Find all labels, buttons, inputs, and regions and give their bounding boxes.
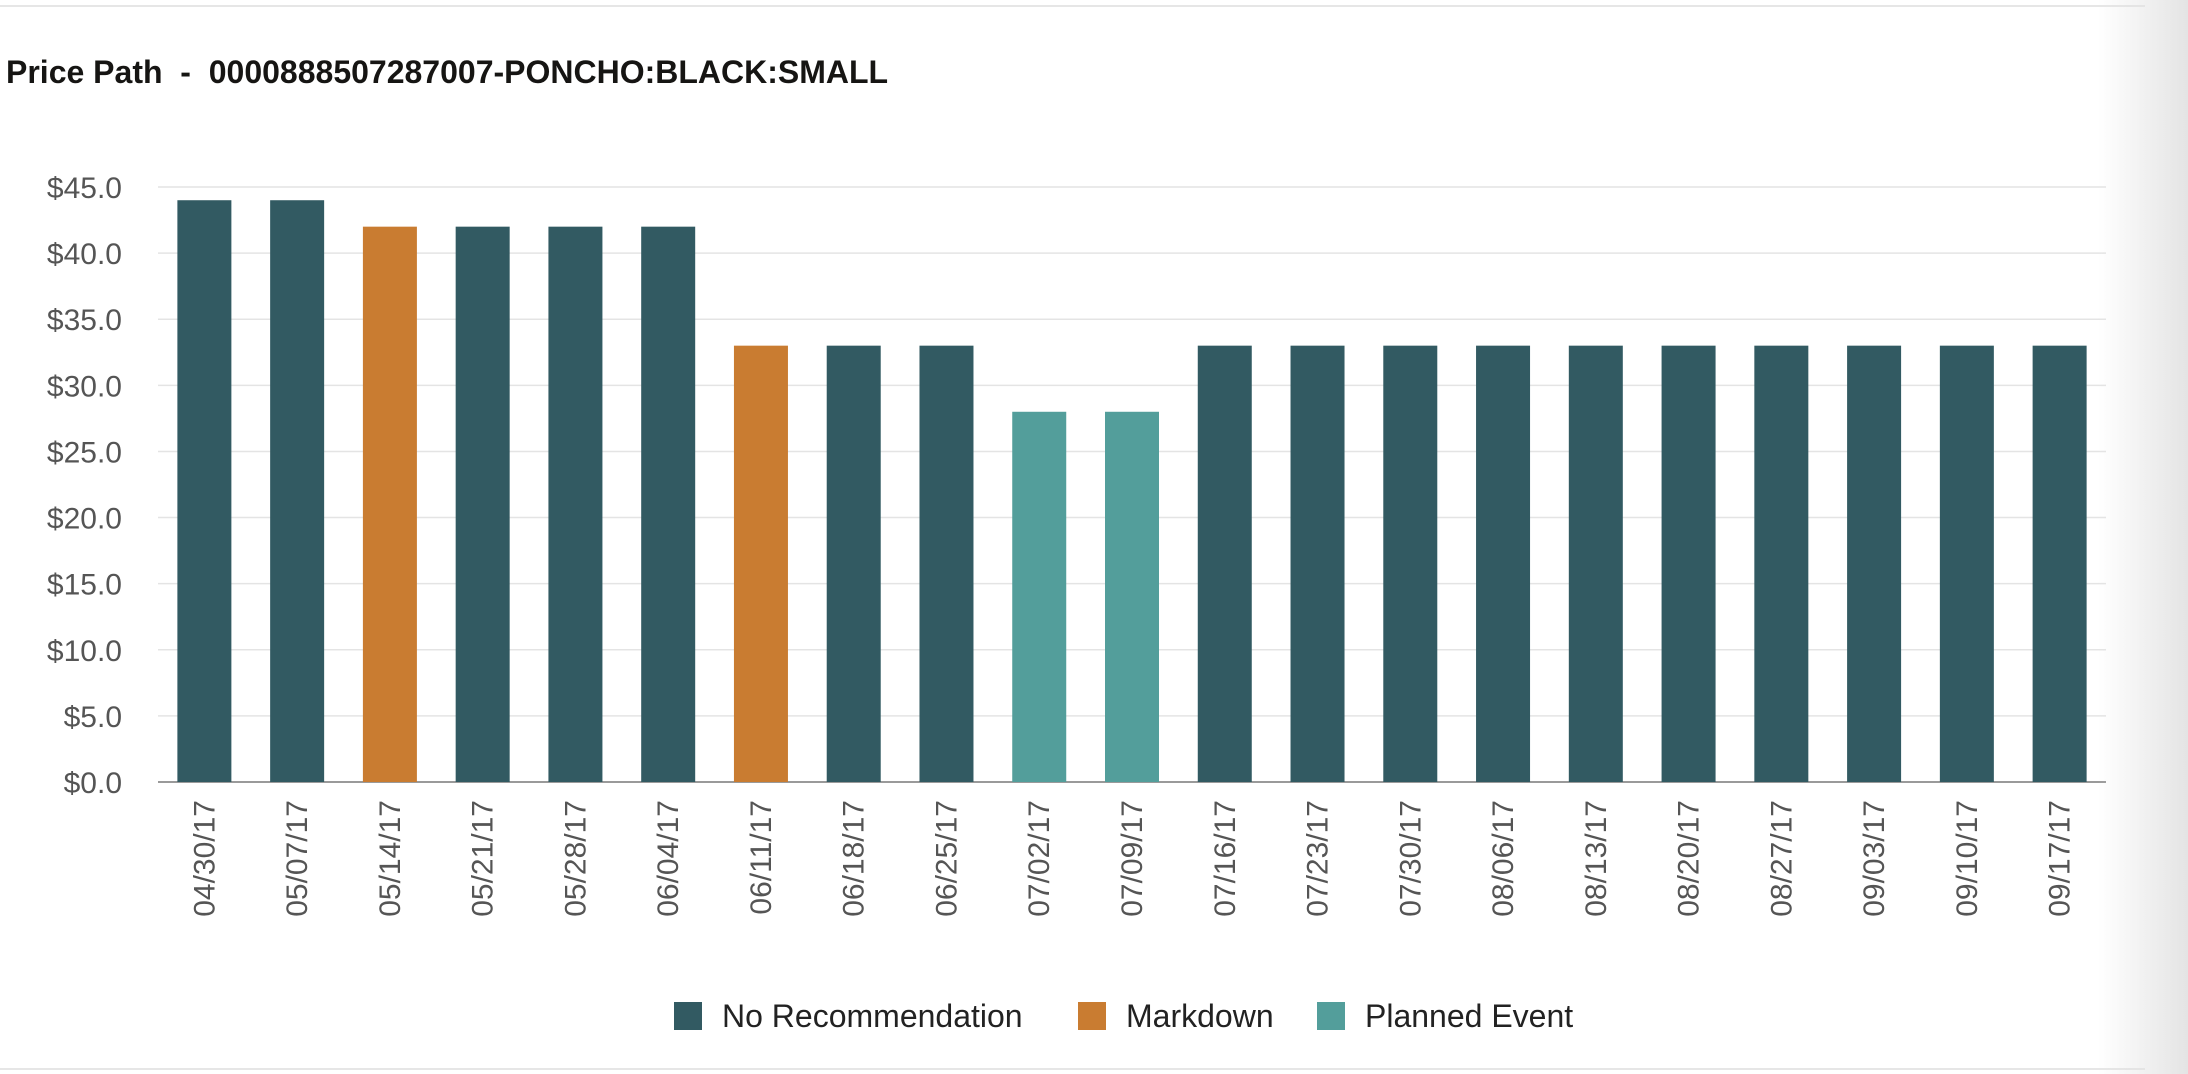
x-tick-label: 05/21/17 xyxy=(467,800,500,917)
x-tick-label: 07/16/17 xyxy=(1209,800,1242,917)
x-tick-label: 07/30/17 xyxy=(1394,800,1427,917)
bar[interactable] xyxy=(1105,411,1159,782)
bar[interactable] xyxy=(733,345,788,782)
y-tick-label: $20.0 xyxy=(47,503,122,536)
bar[interactable] xyxy=(1661,345,1716,782)
bar[interactable] xyxy=(1383,345,1438,782)
x-tick-label: 06/11/17 xyxy=(745,800,778,915)
x-tick-label: 05/07/17 xyxy=(281,800,314,917)
bar[interactable] xyxy=(455,226,510,782)
y-tick-label: $45.0 xyxy=(47,172,122,205)
bar[interactable] xyxy=(1197,345,1252,782)
bottom-divider xyxy=(0,1068,2145,1070)
legend-label: Planned Event xyxy=(1365,998,1573,1034)
legend-item[interactable]: Planned Event xyxy=(1317,998,1573,1034)
y-tick-label: $30.0 xyxy=(47,370,122,403)
x-tick-label: 09/03/17 xyxy=(1858,800,1891,917)
legend-swatch xyxy=(674,1002,702,1030)
y-tick-label: $25.0 xyxy=(47,436,122,469)
y-axis-ticks: $0.0 $5.0 $10.0 $15.0 $20.0 $25.0 $30.0 $35.0 $4… xyxy=(47,172,122,800)
y-tick-label: $0.0 xyxy=(64,767,122,800)
x-tick-label: 07/09/17 xyxy=(1116,800,1149,917)
bar[interactable] xyxy=(2032,345,2087,782)
x-tick-label: 04/30/17 xyxy=(188,800,221,917)
y-tick-label: $15.0 xyxy=(47,569,122,602)
legend-label: Markdown xyxy=(1126,998,1274,1034)
x-axis-ticks: 04/30/17 05/07/17 05/14/17 05/21/17 05/28/17… xyxy=(188,800,2076,917)
bars xyxy=(177,200,2087,782)
bar[interactable] xyxy=(1568,345,1623,782)
bar[interactable] xyxy=(1939,345,1994,782)
x-tick-label: 08/27/17 xyxy=(1765,800,1798,917)
y-tick-label: $10.0 xyxy=(47,635,122,668)
bar[interactable] xyxy=(826,345,881,782)
y-tick-label: $40.0 xyxy=(47,238,122,271)
bar[interactable] xyxy=(362,226,417,782)
x-tick-label: 08/13/17 xyxy=(1580,800,1613,917)
x-tick-label: 06/18/17 xyxy=(838,800,871,917)
chart-title: Price Path - 0000888507287007-PONCHO:BLA… xyxy=(6,54,889,90)
y-tick-label: $35.0 xyxy=(47,304,122,337)
bar[interactable] xyxy=(270,200,325,782)
x-tick-label: 05/14/17 xyxy=(374,800,407,917)
bar[interactable] xyxy=(1847,345,1902,782)
bar[interactable] xyxy=(1012,411,1067,782)
bar[interactable] xyxy=(548,226,603,782)
x-tick-label: 09/17/17 xyxy=(2044,800,2077,917)
bar[interactable] xyxy=(641,226,696,782)
bar[interactable] xyxy=(919,345,974,782)
bar[interactable] xyxy=(1476,345,1531,782)
legend-item[interactable]: No Recommendation xyxy=(674,998,1023,1034)
top-divider xyxy=(0,5,2145,7)
y-tick-label: $5.0 xyxy=(64,701,122,734)
bar[interactable] xyxy=(177,200,232,782)
bar[interactable] xyxy=(1754,345,1809,782)
x-tick-label: 06/25/17 xyxy=(930,800,963,917)
legend-label: No Recommendation xyxy=(722,998,1023,1034)
x-tick-label: 05/28/17 xyxy=(559,800,592,917)
x-tick-label: 09/10/17 xyxy=(1951,800,1984,917)
legend-swatch xyxy=(1078,1002,1106,1030)
legend: No Recommendation Markdown Planned Event xyxy=(674,998,1573,1034)
x-tick-label: 06/04/17 xyxy=(652,800,685,917)
x-tick-label: 07/02/17 xyxy=(1023,800,1056,917)
right-edge-shade xyxy=(2098,0,2188,1074)
legend-swatch xyxy=(1317,1002,1345,1030)
x-tick-label: 08/06/17 xyxy=(1487,800,1520,917)
x-tick-label: 07/23/17 xyxy=(1302,800,1335,917)
legend-item[interactable]: Markdown xyxy=(1078,998,1274,1034)
bar[interactable] xyxy=(1290,345,1345,782)
x-tick-label: 08/20/17 xyxy=(1673,800,1706,917)
